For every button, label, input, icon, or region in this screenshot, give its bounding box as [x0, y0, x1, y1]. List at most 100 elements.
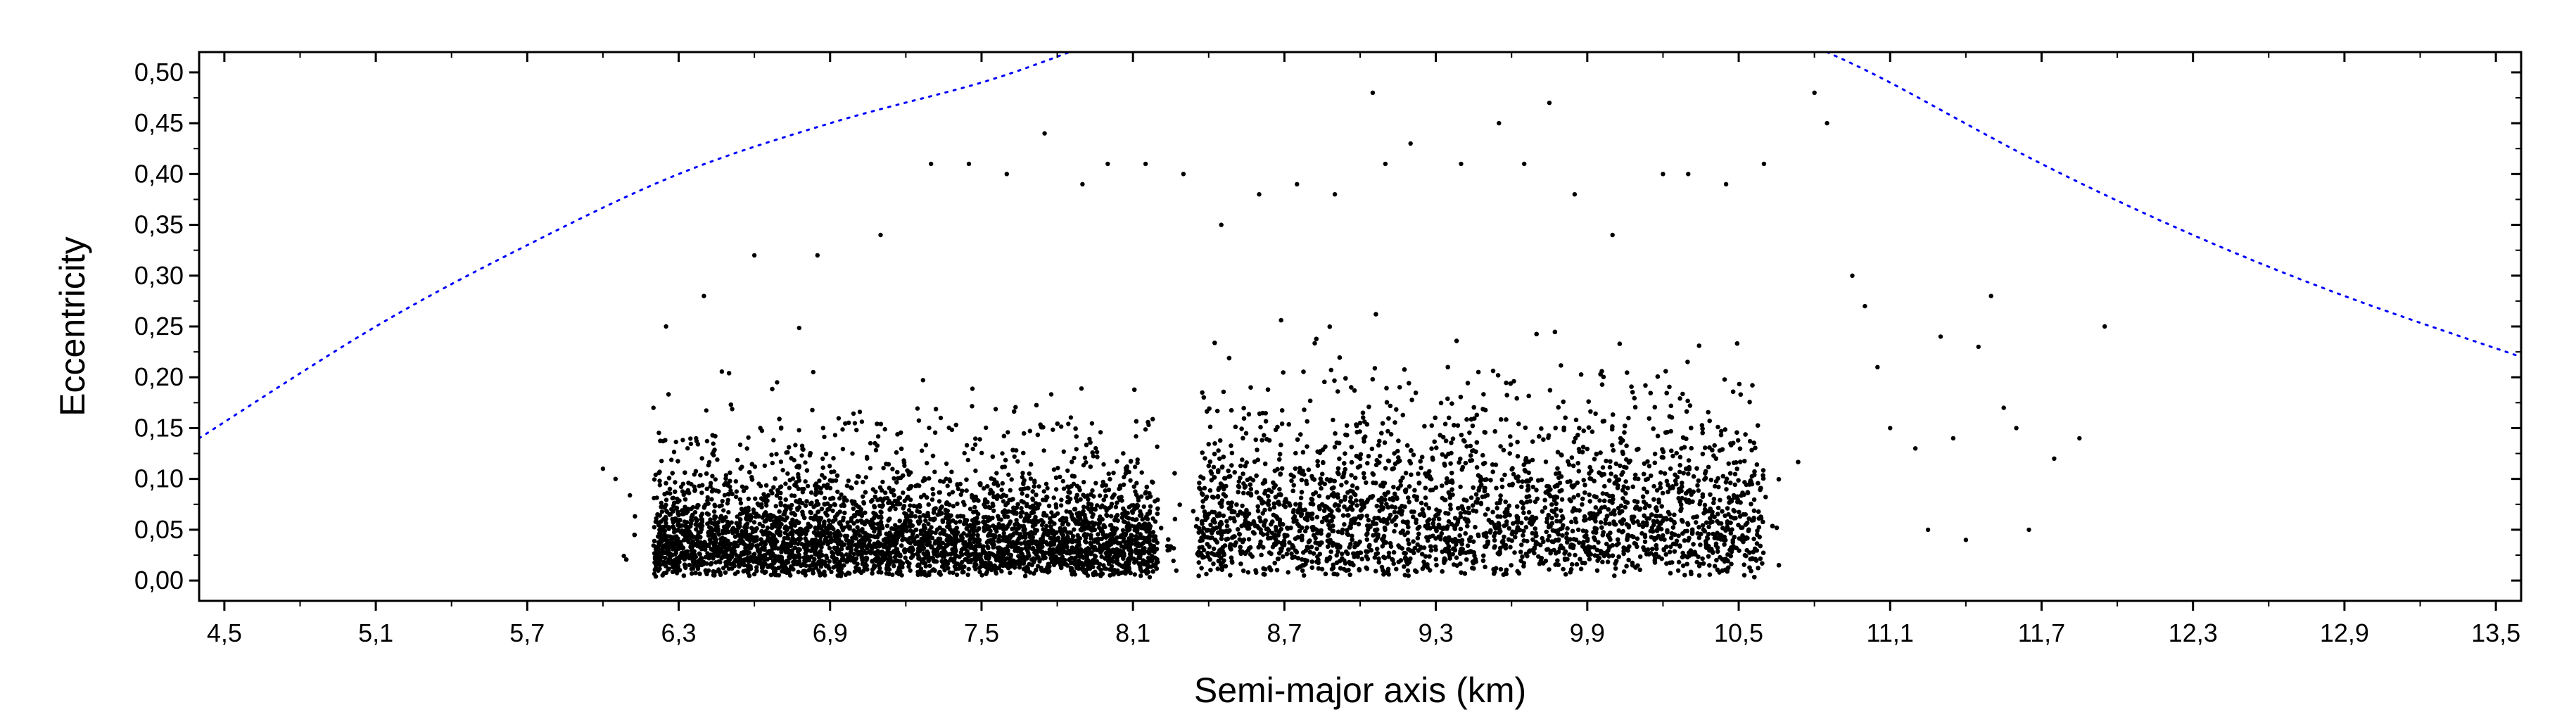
scatter-point — [697, 571, 702, 576]
scatter-point — [1093, 445, 1098, 451]
scatter-point — [771, 523, 777, 528]
scatter-point — [890, 466, 895, 471]
scatter-point — [1015, 459, 1020, 464]
scatter-point — [873, 550, 877, 555]
scatter-point — [1128, 459, 1134, 464]
scatter-point — [690, 504, 696, 510]
scatter-point — [792, 559, 797, 565]
scatter-point — [958, 550, 964, 555]
scatter-point — [1014, 518, 1019, 523]
scatter-point — [1129, 503, 1134, 508]
scatter-point — [940, 554, 945, 559]
scatter-point — [1065, 495, 1070, 500]
scatter-point — [839, 492, 844, 497]
scatter-point — [673, 439, 678, 445]
scatter-point — [1088, 464, 1093, 469]
scatter-point — [1094, 450, 1100, 455]
scatter-point — [882, 554, 887, 559]
scatter-point — [1058, 518, 1063, 523]
scatter-point — [1029, 533, 1035, 538]
scatter-point — [1147, 575, 1153, 580]
scatter-point — [789, 456, 794, 461]
scatter-point — [1097, 520, 1103, 526]
scatter-point — [1070, 545, 1075, 550]
scatter-point — [1129, 533, 1134, 538]
scatter-point — [979, 564, 984, 569]
scatter-point — [694, 536, 699, 542]
scatter-point — [1135, 457, 1140, 462]
scatter-point — [785, 527, 789, 532]
scatter-point — [1053, 502, 1058, 507]
scatter-point — [801, 486, 806, 492]
scatter-point — [1000, 464, 1005, 470]
scatter-points — [600, 90, 2107, 580]
scatter-point — [1171, 558, 1176, 564]
scatter-point — [811, 571, 816, 576]
scatter-point — [656, 550, 661, 555]
scatter-point — [929, 530, 934, 535]
scatter-point — [881, 466, 886, 471]
scatter-point — [1060, 554, 1065, 559]
scatter-point — [1031, 559, 1036, 565]
scatter-point — [753, 528, 758, 533]
scatter-point — [844, 559, 849, 564]
scatter-point — [1090, 488, 1095, 493]
scatter-point — [923, 518, 928, 523]
scatter-point — [692, 484, 697, 489]
scatter-point — [956, 486, 961, 492]
scatter-point — [1071, 534, 1076, 539]
scatter-point — [788, 554, 794, 559]
scatter-point — [1066, 421, 1071, 426]
scatter-point — [924, 531, 929, 535]
scatter-point — [785, 450, 790, 455]
scatter-point — [947, 570, 953, 575]
scatter-point — [832, 556, 837, 561]
scatter-point — [840, 447, 846, 452]
scatter-point — [1030, 489, 1035, 494]
scatter-point — [929, 535, 935, 540]
scatter-point — [1016, 536, 1022, 541]
scatter-point — [1155, 559, 1160, 565]
scatter-point — [680, 508, 685, 513]
scatter-point — [851, 521, 856, 526]
scatter-point — [840, 427, 845, 432]
scatter-point — [680, 481, 685, 486]
scatter-point — [685, 538, 690, 542]
scatter-point — [1022, 527, 1027, 532]
scatter-point — [827, 546, 832, 551]
scatter-point — [800, 446, 805, 452]
scatter-point — [1027, 570, 1033, 575]
scatter-point — [804, 499, 809, 504]
scatter-point — [885, 548, 891, 554]
scatter-point — [751, 556, 756, 561]
scatter-point — [1018, 487, 1023, 492]
scatter-point — [775, 380, 780, 385]
scatter-point — [1001, 563, 1005, 569]
scatter-point — [799, 563, 804, 568]
scatter-point — [728, 470, 732, 475]
scatter-point — [925, 495, 929, 500]
scatter-point — [1066, 522, 1071, 527]
scatter-point — [830, 526, 835, 531]
scatter-point — [1077, 561, 1082, 567]
scatter-point — [839, 541, 844, 546]
scatter-point — [730, 548, 735, 553]
scatter-point — [953, 520, 958, 525]
scatter-point — [926, 521, 931, 526]
scatter-point — [1112, 537, 1117, 542]
scatter-point — [761, 554, 766, 559]
scatter-point — [673, 480, 678, 485]
scatter-point — [950, 540, 956, 545]
scatter-point — [1067, 538, 1072, 542]
scatter-point — [1191, 509, 1196, 514]
scatter-point — [884, 495, 890, 501]
scatter-point — [1103, 488, 1108, 493]
scatter-point — [938, 415, 944, 421]
scatter-point — [682, 519, 687, 524]
scatter-point — [1106, 471, 1111, 476]
scatter-point — [822, 495, 827, 501]
scatter-point — [1024, 569, 1029, 574]
scatter-point — [866, 520, 872, 525]
scatter-point — [746, 435, 751, 440]
scatter-point — [856, 569, 862, 573]
